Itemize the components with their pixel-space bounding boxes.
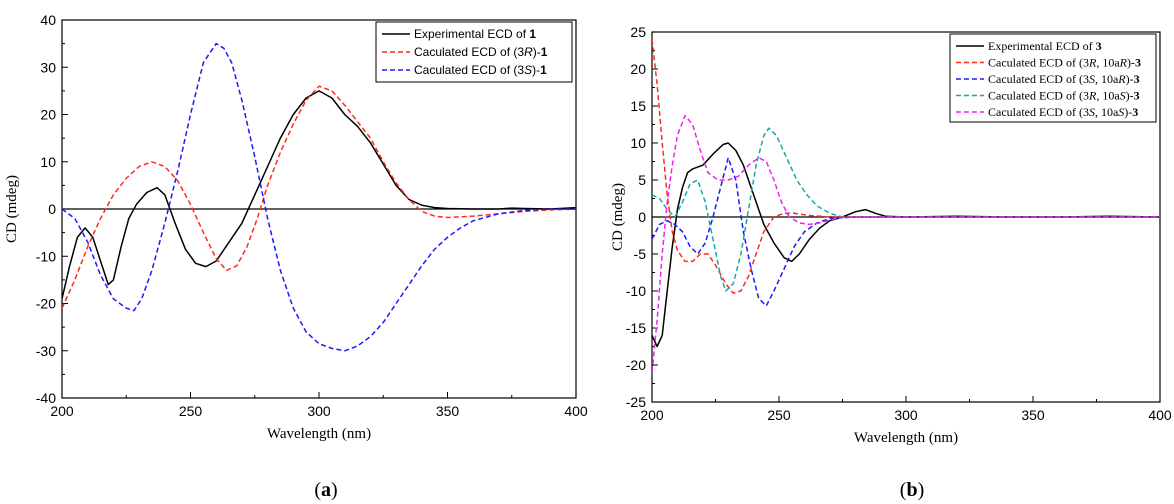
y-tick-label: 25 [630, 24, 646, 40]
y-tick-label: -15 [626, 320, 646, 336]
y-tick-label: 30 [40, 59, 56, 75]
y-tick-label: -25 [626, 394, 646, 410]
legend-label-3: Caculated ECD of (3S, 10aR)-3 [988, 72, 1140, 86]
y-tick-label: 20 [630, 61, 646, 77]
y-axis-title: CD (mdeg) [610, 183, 626, 251]
x-tick-label: 200 [640, 407, 664, 423]
y-tick-label: 10 [40, 154, 56, 170]
y-tick-label: -10 [626, 283, 646, 299]
panel-caption: (b) [900, 479, 924, 501]
legend-label-3: Caculated ECD of (3S)-1 [414, 63, 547, 77]
x-tick-label: 400 [1148, 407, 1172, 423]
y-axis-title: CD (mdeg) [4, 175, 20, 243]
x-tick-label: 200 [50, 403, 74, 419]
series-line-5 [652, 114, 1160, 373]
y-tick-label: -5 [634, 246, 647, 262]
x-tick-label: 300 [894, 407, 918, 423]
series-line-2 [62, 85, 576, 309]
y-tick-label: -20 [626, 357, 646, 373]
legend-label-1: Experimental ECD of 1 [414, 27, 536, 41]
x-tick-label: 350 [1021, 407, 1045, 423]
legend-label-2: Caculated ECD of (3R, 10aR)-3 [988, 56, 1141, 70]
y-tick-label: -40 [36, 390, 56, 406]
legend-box [949, 33, 1157, 123]
panel-caption: (a) [314, 479, 337, 501]
legend-label-5: Caculated ECD of (3S, 10aS)-3 [988, 105, 1138, 119]
series-line-1 [62, 90, 576, 299]
x-axis-title: Wavelength (nm) [267, 426, 371, 442]
y-tick-label: -20 [36, 296, 56, 312]
y-tick-label: 5 [638, 172, 646, 188]
x-tick-label: 250 [767, 407, 791, 423]
y-tick-label: 20 [40, 107, 56, 123]
x-tick-label: 350 [436, 403, 460, 419]
chart-panel-b: 200 250 300 350 400 -25 -20 -15 -10 -5 0 5 10 15 20 25 W… [610, 24, 1172, 501]
legend-label-1: Experimental ECD of 3 [988, 39, 1102, 53]
y-tick-label: 15 [630, 98, 646, 114]
y-tick-label: -30 [36, 343, 56, 359]
series-line-1 [652, 142, 1160, 348]
x-tick-label: 250 [179, 403, 203, 419]
y-tick-label: 0 [638, 209, 646, 225]
series-line-3 [62, 42, 576, 352]
x-axis-title: Wavelength (nm) [854, 430, 958, 446]
y-tick-label: 40 [40, 12, 56, 28]
chart-panel-a: 200 250 300 350 400 -40 -30 -20 -10 0 10 20 30 40 Wave… [4, 12, 588, 501]
series-line-4 [652, 127, 1160, 292]
legend-label-2: Caculated ECD of (3R)-1 [414, 45, 548, 59]
y-tick-label: -10 [36, 248, 56, 264]
legend-label-4: Caculated ECD of (3R, 10aS)-3 [988, 89, 1140, 103]
series-line-2 [652, 39, 1160, 294]
y-tick-label: 0 [48, 201, 56, 217]
y-tick-label: 10 [630, 135, 646, 151]
x-tick-label: 400 [564, 403, 588, 419]
x-tick-label: 300 [307, 403, 331, 419]
